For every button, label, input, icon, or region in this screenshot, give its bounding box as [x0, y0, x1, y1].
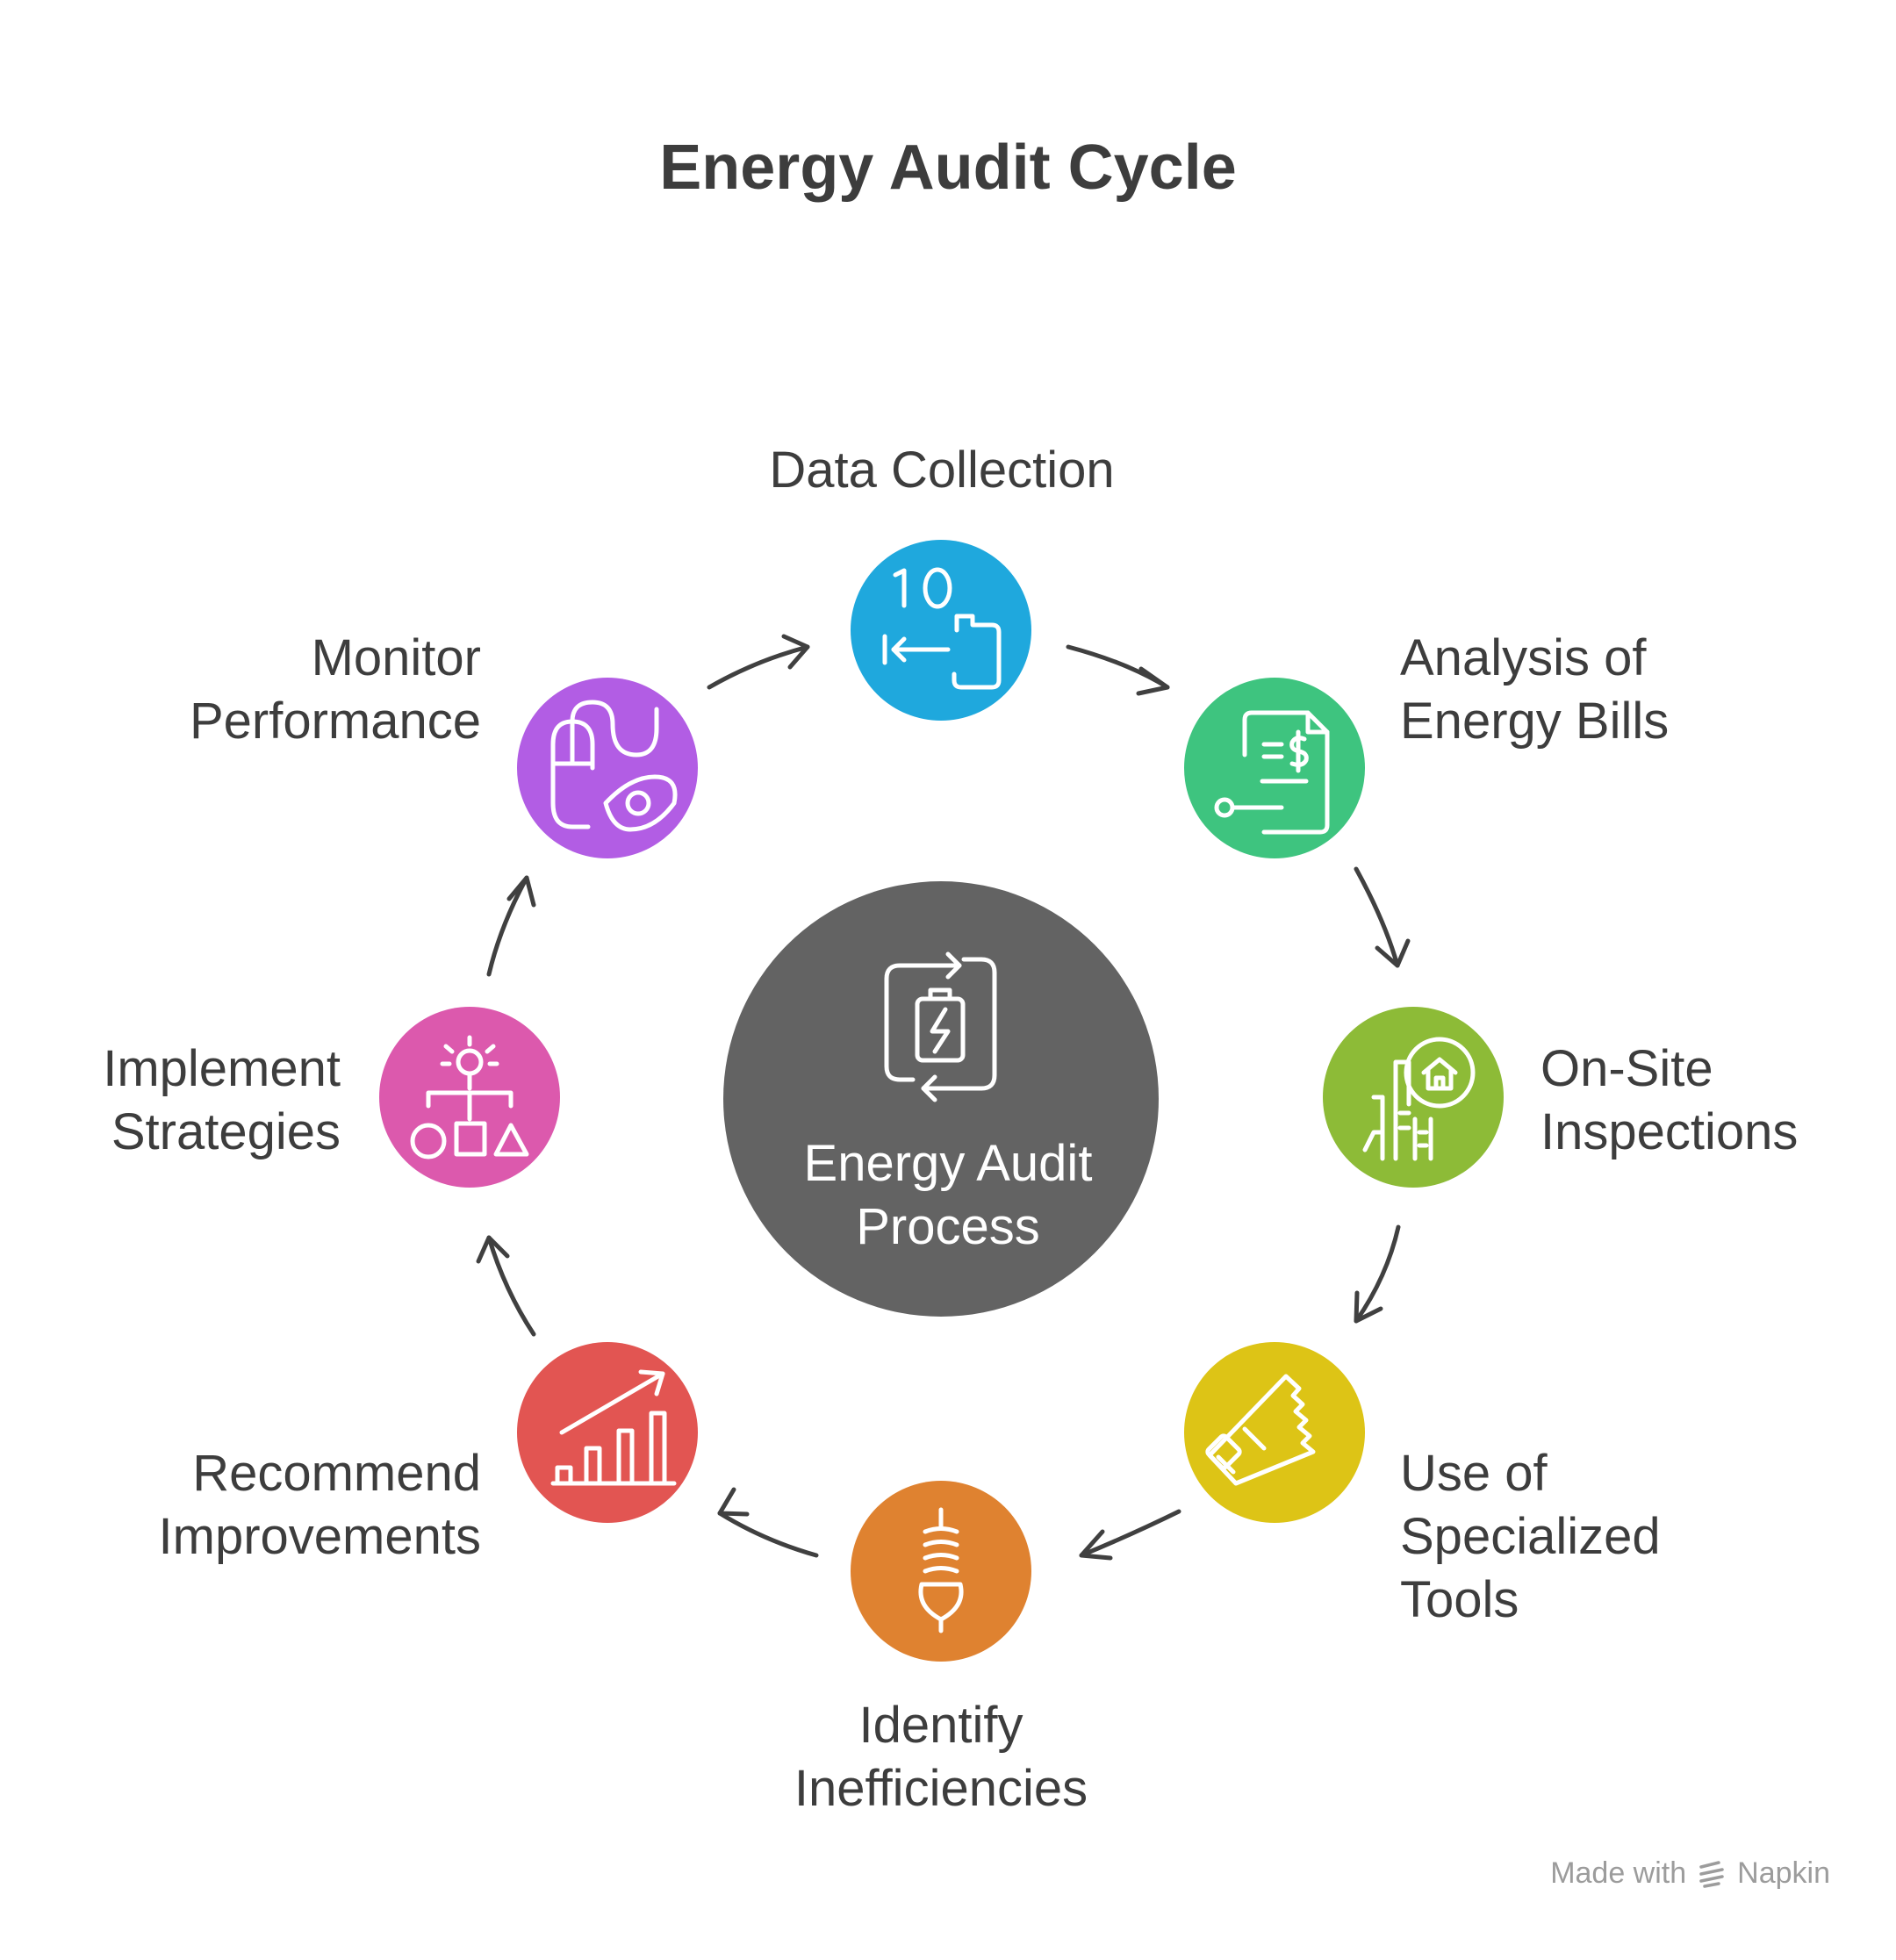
step-label-analysis-bills: Analysis of Energy Bills [1400, 629, 1670, 750]
strategy-shapes-icon [410, 1035, 529, 1159]
arrow-inefficiencies-to-recommend [717, 1487, 819, 1558]
step-circle-identify-inefficiencies [851, 1481, 1031, 1662]
arrow-tools-to-inefficiencies [1079, 1509, 1181, 1561]
napkin-logo-icon [1699, 1860, 1724, 1888]
arrow-inspections-to-tools [1354, 1224, 1401, 1324]
growth-chart-icon [550, 1369, 677, 1486]
footer-brand: Napkin [1737, 1856, 1830, 1890]
arrow-bills-to-inspections [1354, 866, 1411, 968]
step-circle-specialized-tools [1184, 1342, 1365, 1523]
arrow-data-to-bills [1066, 644, 1170, 696]
step-circle-data-collection [851, 540, 1031, 721]
center-circle [723, 881, 1159, 1317]
diagram-title: Energy Audit Cycle [659, 133, 1237, 203]
bill-document-icon [1214, 710, 1330, 835]
arrow-implement-to-monitor [486, 875, 536, 977]
step-label-data-collection: Data Collection [769, 442, 1115, 499]
step-label-identify-inefficiencies: Identify Inefficiencies [794, 1697, 1088, 1817]
mouse-eye-icon [550, 700, 678, 832]
saw-tool-icon [1205, 1374, 1316, 1486]
building-inspection-icon [1362, 1037, 1476, 1161]
made-with-napkin-footer[interactable]: Made with Napkin [1550, 1856, 1830, 1891]
step-label-onsite-inspections: On-Site Inspections [1540, 1040, 1799, 1160]
battery-refresh-icon [884, 951, 997, 1102]
arrow-recommend-to-implement [476, 1235, 536, 1337]
step-label-recommend-improvements: Recommend Improvements [158, 1445, 481, 1565]
footer-prefix: Made with [1550, 1856, 1687, 1890]
data-transfer-icon [882, 567, 1002, 690]
step-label-specialized-tools: Use of Specialized Tools [1400, 1445, 1661, 1628]
light-bulb-icon [918, 1507, 964, 1633]
center-label: Energy Audit Process [803, 1135, 1093, 1255]
step-label-monitor-performance: Monitor Performance [189, 629, 481, 750]
step-circle-onsite-inspections [1323, 1007, 1504, 1188]
arrow-monitor-to-data [707, 634, 810, 690]
step-circle-recommend-improvements [517, 1342, 698, 1523]
step-label-implement-strategies: Implement Strategies [103, 1040, 341, 1160]
